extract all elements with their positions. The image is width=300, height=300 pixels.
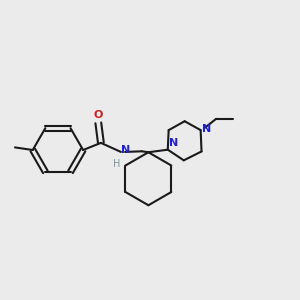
Text: N: N [169,138,178,148]
Text: H: H [113,159,120,169]
Text: N: N [202,124,212,134]
Text: O: O [94,110,103,120]
Text: N: N [121,145,130,155]
